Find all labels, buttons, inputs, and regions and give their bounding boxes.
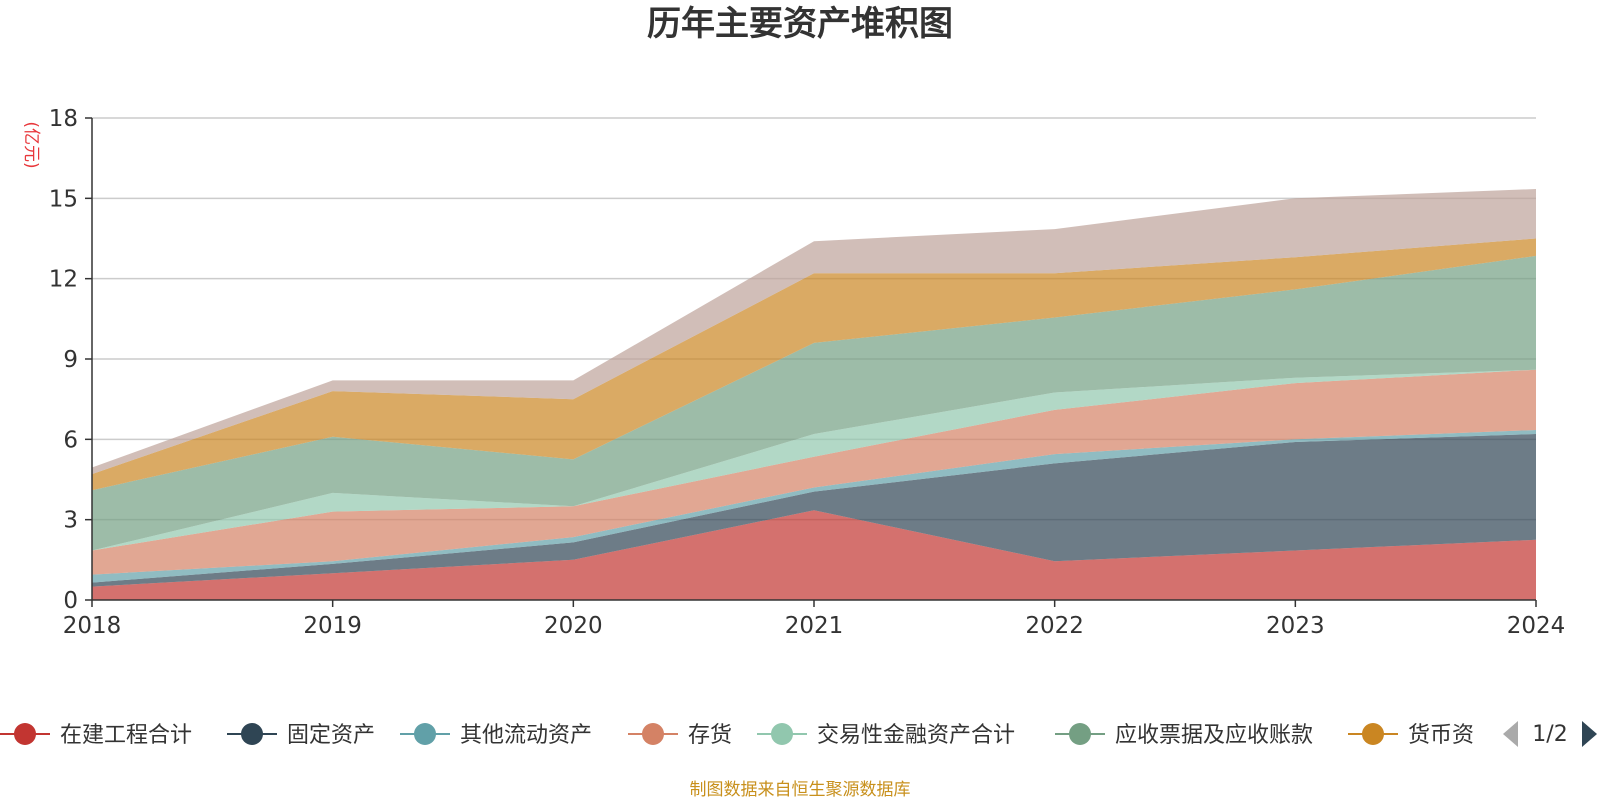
stacked-areas (92, 189, 1536, 600)
y-tick-label: 12 (49, 267, 78, 293)
triangle-left-icon[interactable] (1503, 721, 1518, 747)
legend-marker (14, 723, 36, 745)
legend-marker (1362, 723, 1384, 745)
legend-marker (414, 723, 436, 745)
area-series-0[interactable] (92, 510, 1536, 600)
legend-marker (1069, 723, 1091, 745)
area-series-4[interactable] (92, 369, 1536, 551)
chart-title: 历年主要资产堆积图 (647, 4, 953, 44)
x-tick-label: 2024 (1507, 613, 1566, 639)
data-source-note: 制图数据来自恒生聚源数据库 (690, 780, 911, 800)
legend-label: 货币资 (1408, 723, 1474, 748)
y-tick-label: 15 (49, 186, 78, 212)
y-tick-label: 18 (49, 106, 78, 132)
legend-item[interactable]: 在建工程合计 (0, 723, 192, 748)
x-tick-label: 2020 (544, 613, 603, 639)
area-series-3[interactable] (92, 369, 1536, 575)
legend-item[interactable]: 固定资产 (227, 723, 375, 748)
y-axis-unit-label: (亿元) (21, 121, 41, 168)
y-tick-label: 6 (63, 427, 78, 453)
area-series-7[interactable] (92, 189, 1536, 475)
x-tick-label: 2022 (1025, 613, 1084, 639)
legend-item[interactable]: 存货 (628, 723, 732, 748)
legend-label: 其他流动资产 (460, 723, 592, 748)
area-series-2[interactable] (92, 430, 1536, 583)
legend-marker (241, 723, 263, 745)
legend-marker (771, 723, 793, 745)
legend[interactable]: 在建工程合计 固定资产 其他流动资产 存货 交易性金融资产合计 应收票据及应收账款 货币资 (0, 723, 1474, 748)
legend-marker (642, 723, 664, 745)
legend-label: 交易性金融资产合计 (817, 723, 1015, 748)
x-tick-label: 2023 (1266, 613, 1325, 639)
x-axis-ticks: 2018 2019 2020 2021 2022 2023 2024 (63, 600, 1566, 639)
y-tick-label: 3 (63, 508, 78, 534)
legend-item[interactable]: 货币资 (1348, 723, 1474, 748)
legend-label: 应收票据及应收账款 (1115, 723, 1313, 748)
area-series-1[interactable] (92, 434, 1536, 587)
legend-item[interactable]: 交易性金融资产合计 (757, 723, 1015, 748)
legend-label: 在建工程合计 (60, 723, 192, 748)
legend-label: 固定资产 (287, 723, 375, 748)
area-series-6[interactable] (92, 238, 1536, 491)
x-tick-label: 2019 (303, 613, 362, 639)
x-tick-label: 2021 (785, 613, 844, 639)
legend-item[interactable]: 其他流动资产 (400, 723, 592, 748)
area-series-5[interactable] (92, 255, 1536, 551)
y-tick-label: 0 (63, 588, 78, 614)
legend-pager[interactable]: 1/2 (1503, 721, 1597, 747)
y-tick-label: 9 (63, 347, 78, 373)
y-axis-ticks: 0 3 6 9 12 15 18 (49, 106, 92, 614)
legend-item[interactable]: 应收票据及应收账款 (1055, 723, 1313, 748)
legend-label: 存货 (688, 723, 732, 748)
legend-page-label: 1/2 (1532, 722, 1567, 747)
triangle-right-icon[interactable] (1582, 721, 1597, 747)
x-tick-label: 2018 (63, 613, 122, 639)
